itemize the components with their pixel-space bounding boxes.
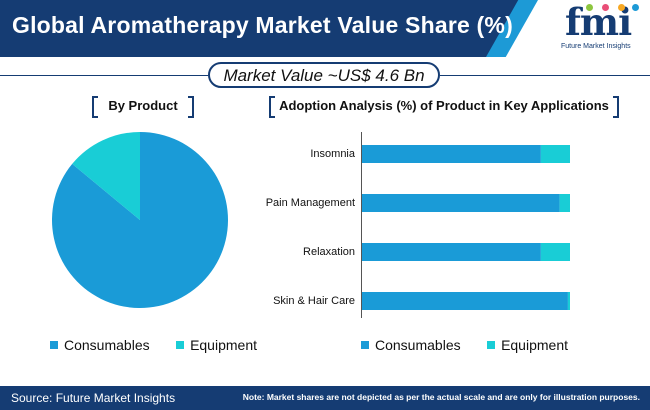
product-pie-chart xyxy=(51,132,228,308)
logo-subtitle: Future Market Insights xyxy=(561,43,631,50)
legend-item-consumables: Consumables xyxy=(50,336,150,354)
logo-dot-icon xyxy=(618,4,625,11)
market-value-rule-right xyxy=(440,75,650,76)
header-navy-panel xyxy=(0,0,525,57)
application-bar-chart xyxy=(361,132,570,318)
bar-segment-equipment xyxy=(540,145,570,163)
legend-swatch xyxy=(361,341,369,349)
pie-legend: Consumables Equipment xyxy=(50,336,279,354)
pie-slice-equipment xyxy=(72,132,140,220)
bar-section-title: Adoption Analysis (%) of Product in Key … xyxy=(269,96,619,118)
bar-category-label: Insomnia xyxy=(310,148,355,160)
pie-slice-consumables xyxy=(51,132,228,308)
legend-item-equipment: Equipment xyxy=(176,336,257,354)
bar-segment-equipment xyxy=(567,292,570,310)
legend-swatch xyxy=(176,341,185,349)
bar-segment-equipment xyxy=(540,243,570,261)
legend-label: Equipment xyxy=(501,337,568,353)
source-text: Source: Future Market Insights xyxy=(11,391,176,405)
page-title: Global Aromatherapy Market Value Share (… xyxy=(12,12,513,38)
legend-label: Consumables xyxy=(375,337,461,353)
bar-category-label: Pain Management xyxy=(265,197,355,209)
legend-item-consumables: Consumables xyxy=(361,336,461,354)
bar-segment-consumables xyxy=(362,194,560,212)
footer-bar: Source: Future Market Insights Note: Mar… xyxy=(0,386,650,410)
legend-label: Consumables xyxy=(64,337,150,353)
legend-label: Equipment xyxy=(190,337,257,353)
market-value-badge: Market Value ~US$ 4.6 Bn xyxy=(208,62,440,88)
bar-legend: Consumables Equipment xyxy=(361,336,590,354)
legend-swatch xyxy=(50,341,58,349)
bar-category-label: Skin & Hair Care xyxy=(273,295,355,307)
bar-segment-consumables xyxy=(362,243,541,261)
bar-segment-consumables xyxy=(362,292,568,310)
header-band: Global Aromatherapy Market Value Share (… xyxy=(0,0,650,57)
footnote-text: Note: Market shares are not depicted as … xyxy=(242,392,640,402)
market-value-rule-left xyxy=(0,75,208,76)
bar-category-label: Relaxation xyxy=(303,246,355,258)
market-value-text: Market Value ~US$ 4.6 Bn xyxy=(223,66,425,85)
bar-segment-equipment xyxy=(559,194,570,212)
logo-dot-icon xyxy=(632,4,639,11)
pie-section-title: By Product xyxy=(92,96,194,118)
logo-dot-icon xyxy=(586,4,593,11)
logo-dot-icon xyxy=(602,4,609,11)
legend-item-equipment: Equipment xyxy=(487,336,568,354)
bar-segment-consumables xyxy=(362,145,541,163)
legend-swatch xyxy=(487,341,496,349)
